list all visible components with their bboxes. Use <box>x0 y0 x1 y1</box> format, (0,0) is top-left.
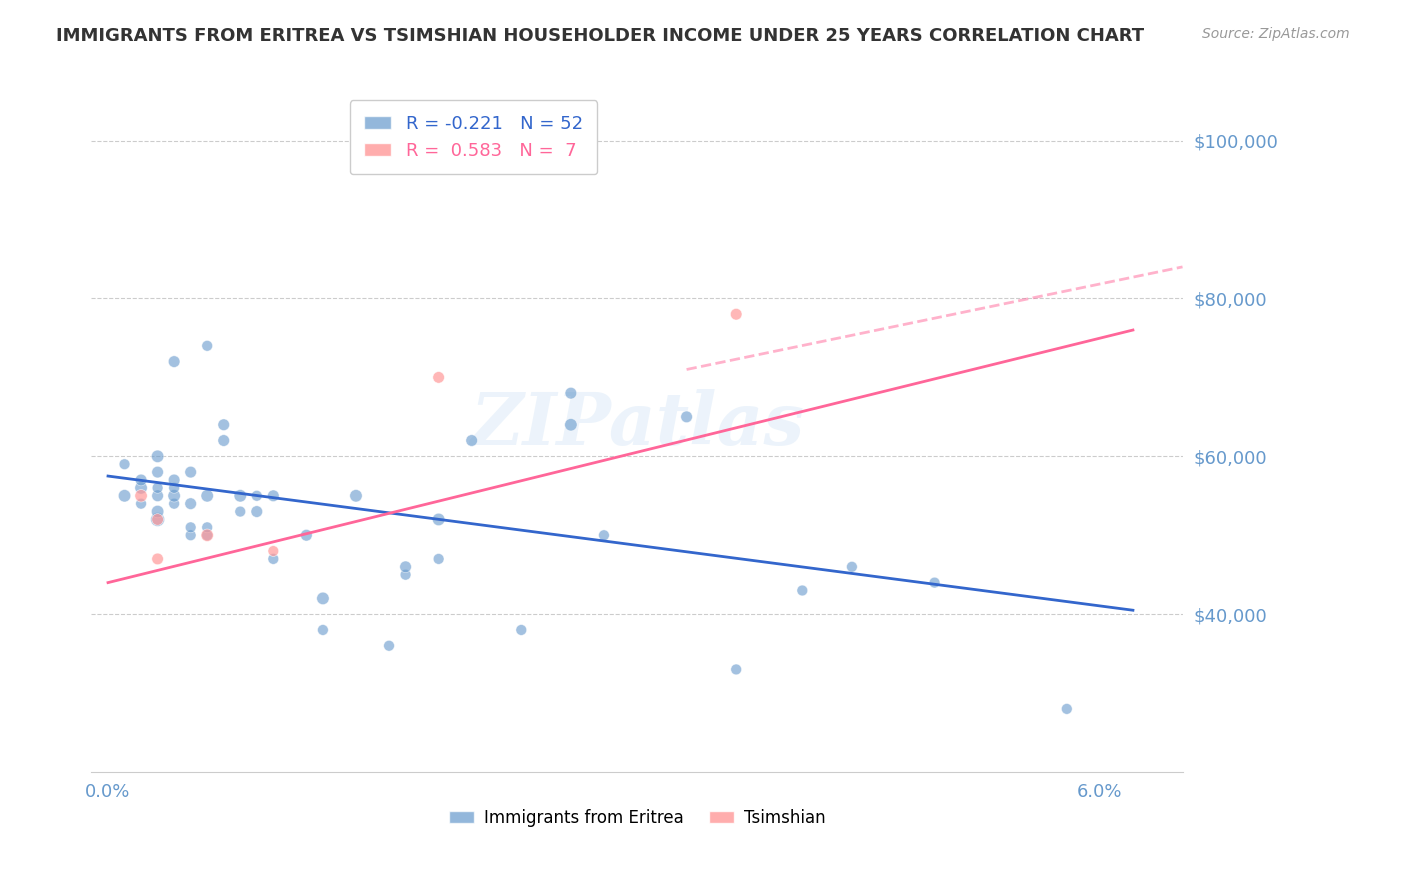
Point <box>163 473 186 487</box>
Point <box>295 528 318 542</box>
Point <box>378 639 401 653</box>
Point <box>427 512 450 526</box>
Point <box>146 465 169 479</box>
Point <box>146 450 169 464</box>
Point <box>180 528 202 542</box>
Point <box>129 497 152 511</box>
Point <box>195 339 218 353</box>
Point <box>675 409 697 424</box>
Point <box>146 505 169 519</box>
Point <box>163 497 186 511</box>
Point <box>163 489 186 503</box>
Point <box>312 623 335 637</box>
Point <box>725 307 748 321</box>
Text: Source: ZipAtlas.com: Source: ZipAtlas.com <box>1202 27 1350 41</box>
Point <box>129 489 152 503</box>
Point <box>841 559 863 574</box>
Point <box>114 457 136 471</box>
Point <box>312 591 335 606</box>
Point <box>1056 702 1078 716</box>
Point <box>129 481 152 495</box>
Point <box>146 512 169 526</box>
Point <box>394 567 416 582</box>
Point <box>180 497 202 511</box>
Point <box>344 489 367 503</box>
Point <box>195 528 218 542</box>
Point <box>146 512 169 526</box>
Point <box>180 465 202 479</box>
Point <box>163 354 186 368</box>
Point <box>427 370 450 384</box>
Point <box>460 434 482 448</box>
Point <box>195 520 218 534</box>
Legend: Immigrants from Eritrea, Tsimshian: Immigrants from Eritrea, Tsimshian <box>441 802 832 833</box>
Point <box>246 505 269 519</box>
Point <box>394 559 416 574</box>
Point <box>262 489 284 503</box>
Point <box>146 552 169 566</box>
Point <box>212 434 235 448</box>
Point <box>560 417 582 432</box>
Point <box>246 489 269 503</box>
Point <box>792 583 814 598</box>
Text: ZIPatlas: ZIPatlas <box>470 389 804 460</box>
Point <box>114 489 136 503</box>
Point <box>146 489 169 503</box>
Point <box>725 662 748 676</box>
Point <box>510 623 533 637</box>
Point <box>195 489 218 503</box>
Point <box>593 528 616 542</box>
Point <box>195 528 218 542</box>
Point <box>129 473 152 487</box>
Point <box>229 489 252 503</box>
Point <box>180 520 202 534</box>
Point <box>229 505 252 519</box>
Point <box>262 544 284 558</box>
Point <box>427 552 450 566</box>
Point <box>163 481 186 495</box>
Point <box>262 552 284 566</box>
Point <box>212 417 235 432</box>
Point <box>924 575 946 590</box>
Text: IMMIGRANTS FROM ERITREA VS TSIMSHIAN HOUSEHOLDER INCOME UNDER 25 YEARS CORRELATI: IMMIGRANTS FROM ERITREA VS TSIMSHIAN HOU… <box>56 27 1144 45</box>
Point <box>560 386 582 401</box>
Point <box>146 481 169 495</box>
